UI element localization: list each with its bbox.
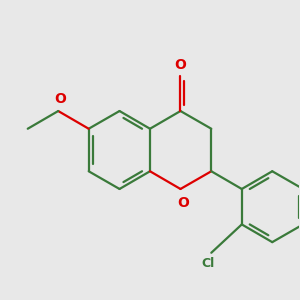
Text: Cl: Cl [202, 257, 215, 270]
Text: O: O [175, 58, 186, 72]
Text: O: O [177, 196, 189, 210]
Text: O: O [54, 92, 66, 106]
